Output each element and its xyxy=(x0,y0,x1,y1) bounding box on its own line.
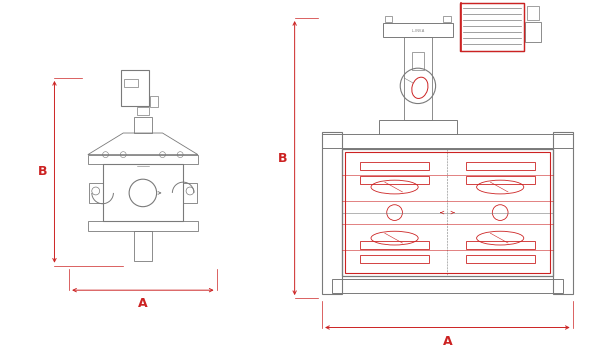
Bar xyxy=(460,4,523,50)
Text: IL-INV.A: IL-INV.A xyxy=(411,29,425,33)
Bar xyxy=(528,6,539,20)
Bar xyxy=(342,149,553,276)
Bar xyxy=(121,70,149,105)
Bar xyxy=(89,183,103,203)
Bar xyxy=(88,155,198,164)
Bar xyxy=(379,120,457,134)
Bar xyxy=(183,183,197,203)
Bar xyxy=(466,255,535,263)
Bar xyxy=(360,176,429,184)
Bar xyxy=(88,222,198,231)
Bar xyxy=(332,279,563,293)
Bar xyxy=(466,162,535,170)
Bar xyxy=(150,96,158,107)
Bar xyxy=(134,231,152,261)
Bar xyxy=(134,117,152,133)
Bar xyxy=(460,4,523,50)
Bar xyxy=(137,107,149,116)
Bar xyxy=(443,16,451,22)
Bar xyxy=(322,134,572,148)
Text: A: A xyxy=(138,298,148,310)
Bar xyxy=(404,37,432,120)
Bar xyxy=(385,16,393,22)
Text: B: B xyxy=(278,152,287,164)
Bar xyxy=(103,164,183,222)
Bar xyxy=(466,241,535,249)
Bar xyxy=(322,132,342,294)
Bar xyxy=(360,162,429,170)
Bar xyxy=(526,22,541,42)
Text: B: B xyxy=(38,165,47,178)
Bar xyxy=(124,79,138,87)
Text: A: A xyxy=(443,335,452,348)
Bar xyxy=(360,241,429,249)
Bar xyxy=(553,132,572,294)
Bar xyxy=(412,52,424,70)
Bar xyxy=(345,152,550,273)
Bar xyxy=(360,255,429,263)
Bar xyxy=(466,176,535,184)
Bar xyxy=(382,23,453,37)
